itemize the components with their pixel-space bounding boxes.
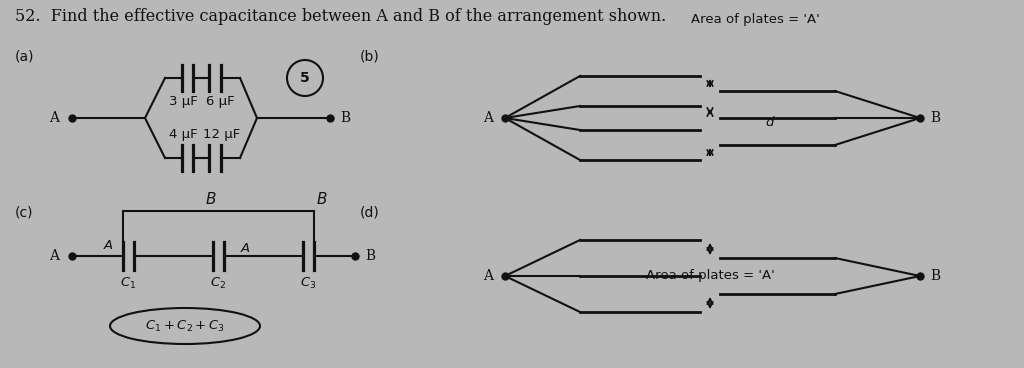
Text: 6 μF: 6 μF xyxy=(206,95,234,108)
Text: A: A xyxy=(483,111,493,125)
Text: 12 μF: 12 μF xyxy=(204,128,241,141)
Text: (c): (c) xyxy=(15,206,34,220)
Text: B: B xyxy=(930,111,940,125)
Text: 3 μF: 3 μF xyxy=(169,95,198,108)
Text: B: B xyxy=(340,111,350,125)
Text: (a): (a) xyxy=(15,50,35,64)
Text: (b): (b) xyxy=(360,50,380,64)
Text: (d): (d) xyxy=(360,206,380,220)
Text: A: A xyxy=(483,269,493,283)
Text: $\it{A}$: $\it{A}$ xyxy=(240,242,251,255)
Text: A: A xyxy=(49,111,59,125)
Text: Area of plates = 'A': Area of plates = 'A' xyxy=(645,269,774,283)
Text: 5: 5 xyxy=(300,71,310,85)
Text: 4 μF: 4 μF xyxy=(169,128,198,141)
Text: Area of plates = 'A': Area of plates = 'A' xyxy=(690,13,819,26)
Text: A: A xyxy=(49,249,59,263)
Text: B: B xyxy=(930,269,940,283)
Text: $C_3$: $C_3$ xyxy=(300,276,316,291)
Text: $\it{B}$: $\it{B}$ xyxy=(205,191,217,207)
Text: d: d xyxy=(765,116,773,128)
Text: $C_1+C_2+C_3$: $C_1+C_2+C_3$ xyxy=(145,318,225,333)
Text: B: B xyxy=(365,249,375,263)
Text: $C_2$: $C_2$ xyxy=(210,276,226,291)
Text: $C_1$: $C_1$ xyxy=(120,276,136,291)
Text: 52.  Find the effective capacitance between A and B of the arrangement shown.: 52. Find the effective capacitance betwe… xyxy=(15,8,667,25)
Text: $\it{A}$: $\it{A}$ xyxy=(102,239,114,252)
Text: $\it{B}$: $\it{B}$ xyxy=(316,191,328,207)
